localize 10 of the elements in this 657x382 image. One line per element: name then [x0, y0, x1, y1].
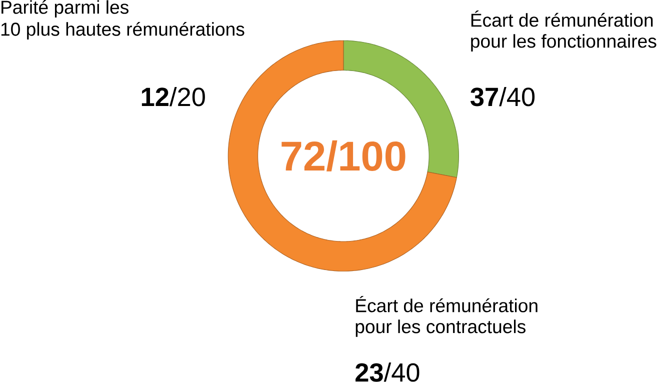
text: pour les fonctionnaires: [471, 34, 656, 52]
text: 72/100: [282, 140, 406, 172]
text: 23/40: [356, 362, 420, 382]
text: pour les contractuels: [356, 320, 526, 337]
text: 37/40: [470, 87, 535, 106]
text: Parité parmi les: [2, 0, 128, 18]
text: Écart de rémunération: [356, 296, 538, 312]
text: 12/20: [142, 87, 205, 106]
text: Écart de rémunération: [471, 10, 653, 27]
text: 10 plus hautes rémunérations: [1, 22, 244, 40]
